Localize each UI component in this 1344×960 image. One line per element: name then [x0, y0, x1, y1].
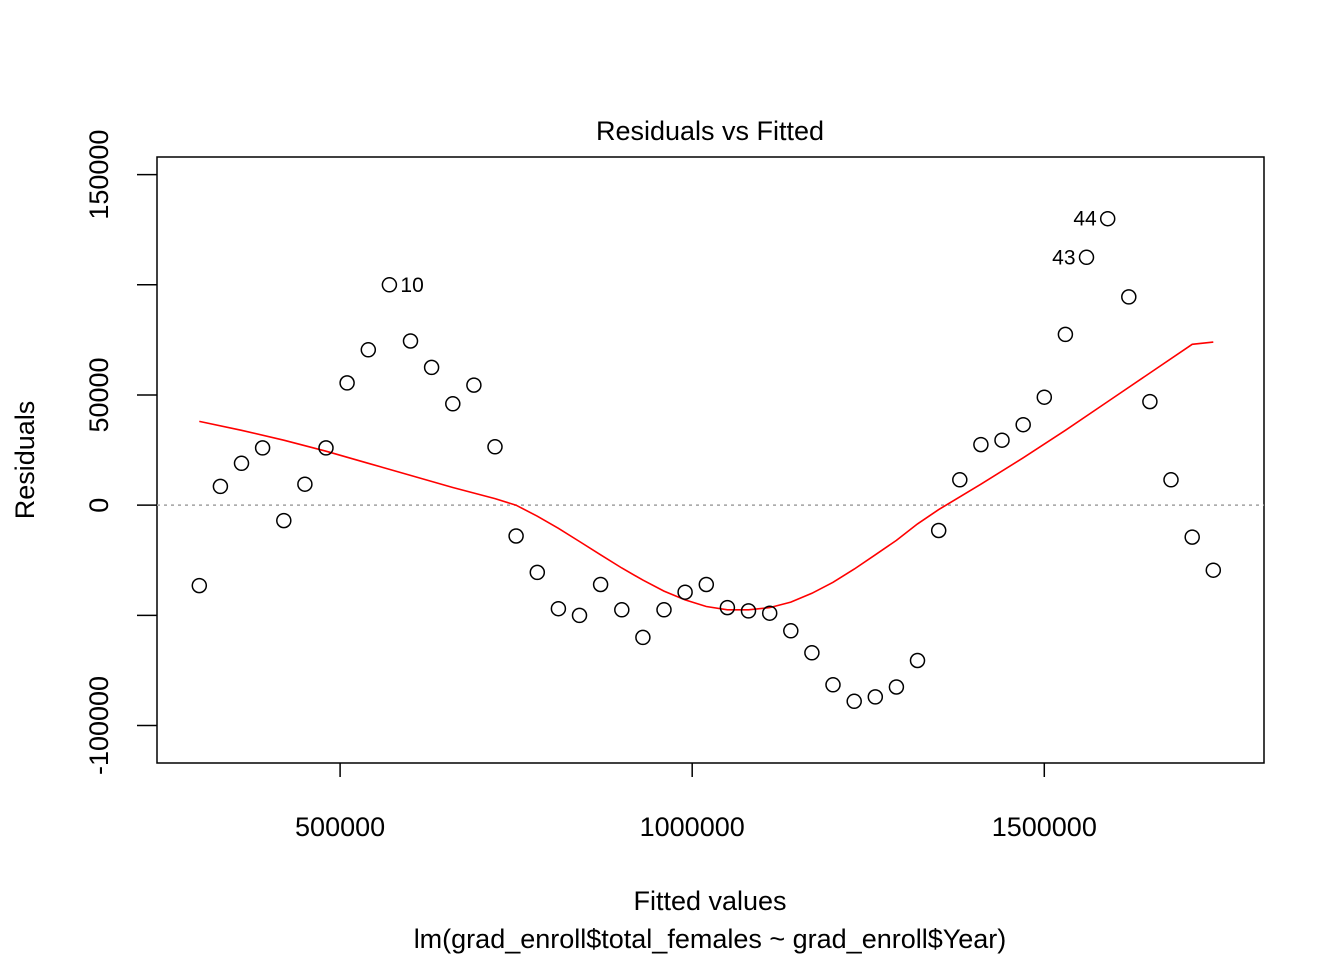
data-point	[1184, 529, 1200, 545]
data-point	[360, 342, 377, 358]
data-point	[571, 607, 588, 624]
model-subtitle: lm(grad_enroll$total_females ~ grad_enro…	[414, 924, 1007, 954]
x-axis: 500000 1000000 1500000	[295, 763, 1097, 842]
data-point	[1036, 389, 1053, 405]
data-point	[445, 396, 461, 412]
data-point	[909, 652, 926, 669]
point-labels-layer: 10 43 44	[400, 208, 1097, 297]
data-point	[550, 600, 567, 617]
data-point	[297, 476, 313, 492]
data-point	[1057, 326, 1074, 343]
data-point	[1015, 416, 1031, 433]
y-tick-label: 150000	[84, 130, 114, 220]
data-point	[1205, 562, 1222, 578]
data-point	[698, 576, 715, 593]
data-point	[466, 377, 482, 393]
data-point	[677, 584, 693, 600]
x-tick-label: 500000	[295, 812, 385, 842]
data-point	[740, 603, 757, 619]
data-point	[761, 605, 778, 621]
data-point	[339, 375, 355, 391]
y-tick-label: -100000	[84, 676, 114, 775]
data-point	[952, 472, 968, 488]
data-point	[930, 522, 947, 539]
point-label: 44	[1073, 208, 1097, 231]
data-point	[825, 677, 841, 693]
data-point	[592, 576, 609, 593]
plot-frame	[156, 156, 1265, 764]
data-point	[508, 528, 524, 544]
data-point	[254, 440, 271, 456]
data-point	[402, 333, 419, 349]
data-point	[846, 693, 862, 710]
data-point	[318, 440, 334, 456]
data-point	[212, 478, 229, 495]
data-point	[804, 645, 820, 661]
data-point	[381, 277, 398, 293]
data-point	[191, 577, 208, 594]
data-point	[973, 436, 989, 453]
data-point	[994, 432, 1010, 448]
x-axis-label: Fitted values	[633, 886, 786, 916]
data-point	[867, 689, 884, 705]
data-point	[233, 455, 250, 472]
point-label: 10	[400, 274, 423, 297]
data-point	[423, 359, 440, 376]
data-point	[1163, 472, 1179, 488]
x-tick-label: 1500000	[992, 812, 1097, 842]
y-axis: -100000 0 50000 150000	[84, 130, 157, 775]
data-point	[783, 623, 799, 639]
chart-title: Residuals vs Fitted	[596, 116, 824, 146]
data-point	[487, 439, 503, 455]
data-point	[529, 564, 546, 581]
points-layer	[191, 210, 1222, 710]
data-point	[719, 599, 736, 616]
smooth-line	[199, 341, 1214, 611]
data-point	[888, 679, 905, 695]
data-point	[1121, 289, 1137, 305]
data-point	[276, 512, 292, 529]
smooth-line-layer	[199, 341, 1214, 611]
y-tick-label: 0	[84, 498, 114, 513]
point-label: 43	[1052, 246, 1075, 269]
data-point	[635, 629, 651, 646]
y-axis-label: Residuals	[10, 401, 40, 520]
y-tick-label: 50000	[84, 357, 114, 432]
data-point	[656, 602, 672, 618]
x-tick-label: 1000000	[640, 812, 745, 842]
data-point	[1078, 249, 1095, 266]
data-point	[1142, 393, 1158, 410]
data-point	[614, 602, 630, 618]
data-point	[1099, 210, 1116, 227]
